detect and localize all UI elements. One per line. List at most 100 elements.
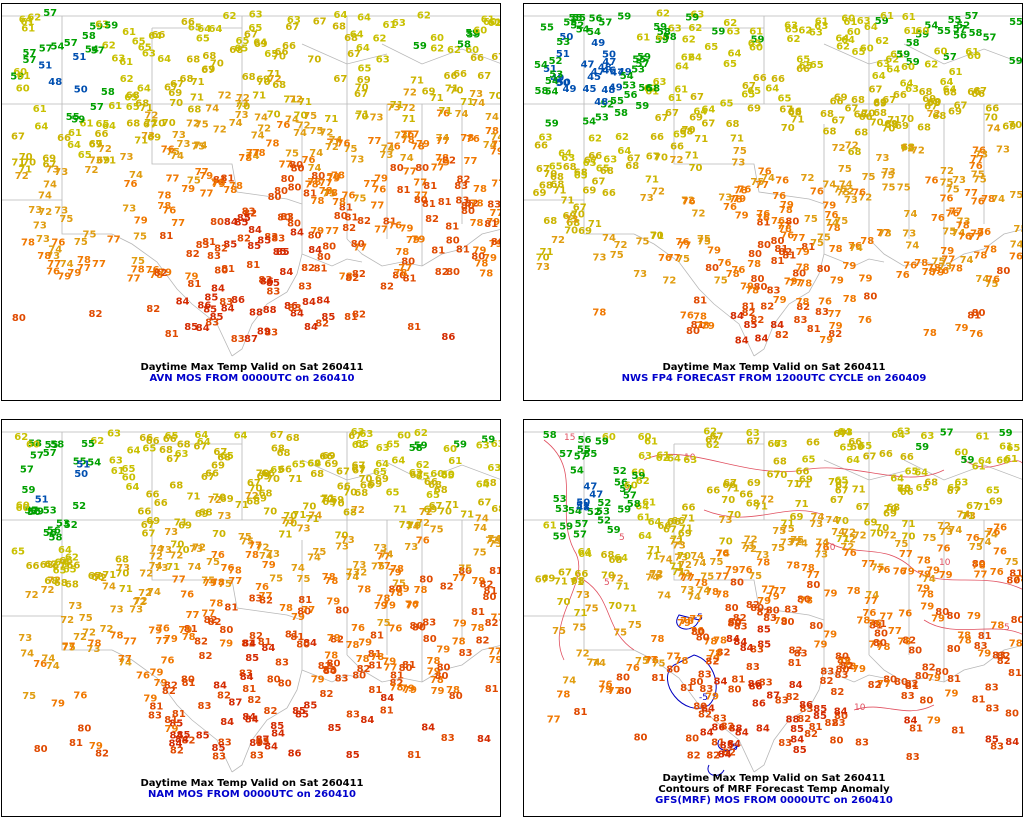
station-temp: 69 — [989, 497, 1003, 508]
station-temp: 79 — [830, 276, 844, 287]
station-temp: 59 — [453, 440, 467, 451]
station-temp: 61 — [636, 33, 650, 44]
station-temp: 79 — [401, 684, 415, 695]
station-temp: 79 — [358, 637, 372, 648]
station-temp: 75 — [971, 170, 985, 181]
station-temp: 74 — [254, 112, 268, 123]
station-temp: 81 — [314, 264, 328, 275]
station-temp: 81 — [368, 660, 382, 671]
station-temp: 78 — [307, 177, 321, 188]
station-temp: 59 — [414, 440, 428, 451]
station-temp: 76 — [972, 146, 986, 157]
station-temp: 59 — [999, 428, 1013, 439]
station-temp: 66 — [154, 498, 168, 509]
station-temp: 75 — [836, 188, 850, 199]
station-temp: 86 — [197, 300, 211, 311]
station-temp: 67 — [665, 108, 679, 119]
station-temp: 69 — [368, 479, 382, 490]
station-temp: 80 — [894, 677, 908, 688]
station-temp: 76 — [756, 209, 770, 220]
station-temp: 82 — [146, 304, 160, 315]
station-temp: 72 — [551, 235, 565, 246]
station-temp: 77 — [166, 174, 180, 185]
station-temp: 75 — [781, 524, 795, 535]
station-temp: 80 — [757, 240, 771, 251]
station-temp: 76 — [337, 139, 351, 150]
station-temp: 66 — [163, 434, 177, 445]
station-temp: 86 — [799, 700, 813, 711]
station-temp: 68 — [202, 51, 216, 62]
station-temp: 84 — [290, 308, 304, 319]
station-temp: 74 — [960, 255, 974, 266]
station-temp: 67 — [336, 467, 350, 478]
station-temp: 70 — [359, 474, 373, 485]
station-temp: 68 — [601, 550, 615, 561]
station-temp: 84 — [421, 722, 435, 733]
station-temp: 75 — [392, 578, 406, 589]
station-temp: 52 — [570, 20, 584, 31]
station-temp: 74 — [149, 561, 163, 572]
station-temp: 70 — [162, 118, 176, 129]
station-temp: 70 — [773, 470, 787, 481]
station-temp: 75 — [636, 236, 650, 247]
station-temp: 73 — [938, 262, 952, 273]
station-temp: 72 — [743, 544, 757, 555]
station-temp: 62 — [787, 34, 801, 45]
station-temp: 64 — [234, 431, 248, 442]
station-temp: 78 — [778, 224, 792, 235]
station-temp: 67 — [166, 454, 180, 465]
station-temp: 71 — [797, 480, 811, 491]
station-temp: 74 — [849, 243, 863, 254]
station-temp: 63 — [727, 26, 741, 37]
station-temp: 79 — [427, 667, 441, 678]
station-temp: 54 — [545, 87, 559, 98]
station-temp: 82 — [425, 214, 439, 225]
station-temp: 74 — [129, 170, 143, 181]
station-temp: 87 — [256, 735, 270, 746]
station-temp: 76 — [737, 185, 751, 196]
station-temp: 49 — [563, 84, 577, 95]
station-temp: 82 — [746, 600, 760, 611]
station-temp: 76 — [723, 202, 737, 213]
station-temp: 68 — [851, 95, 865, 106]
station-temp: 65 — [53, 566, 67, 577]
station-temp: 69 — [678, 529, 692, 540]
station-temp: 81 — [397, 185, 411, 196]
station-temp: 70 — [875, 523, 889, 534]
station-temp: 77 — [970, 154, 984, 165]
station-temp: 70 — [331, 498, 345, 509]
station-temp: 80 — [461, 206, 475, 217]
station-temp: 81 — [187, 279, 201, 290]
station-temp: 69 — [322, 451, 336, 462]
station-temp: 84 — [380, 693, 394, 704]
station-temp: 79 — [89, 741, 103, 752]
station-temp: 88 — [786, 714, 800, 725]
station-temp: 67 — [536, 164, 550, 175]
station-temp: 76 — [810, 187, 824, 198]
station-temp: 84 — [242, 639, 256, 650]
station-temp: 76 — [372, 185, 386, 196]
station-temp: 69 — [799, 474, 813, 485]
station-temp: 82 — [199, 651, 213, 662]
station-temp: 75 — [201, 576, 215, 587]
station-temp: 57 — [940, 428, 954, 439]
station-temp: 77 — [172, 574, 186, 585]
station-temp: 81 — [774, 244, 788, 255]
station-temp: 61 — [972, 462, 986, 473]
station-temp: 70 — [236, 101, 250, 112]
station-temp: 59 — [481, 434, 495, 445]
station-temp: 79 — [725, 565, 739, 576]
station-temp: 64 — [837, 427, 851, 438]
station-temp: 76 — [969, 329, 983, 340]
station-temp: 81 — [407, 322, 421, 333]
station-temp: 79 — [940, 246, 954, 257]
station-temp: 74 — [794, 538, 808, 549]
station-temp: 67 — [954, 101, 968, 112]
temperature-stations: 6573647179796861857982727574637559717058… — [10, 8, 500, 345]
station-temp: 74 — [690, 551, 704, 562]
station-temp: 79 — [327, 633, 341, 644]
station-temp: 76 — [925, 175, 939, 186]
station-temp: 78 — [452, 636, 466, 647]
station-temp: 77 — [547, 714, 561, 725]
